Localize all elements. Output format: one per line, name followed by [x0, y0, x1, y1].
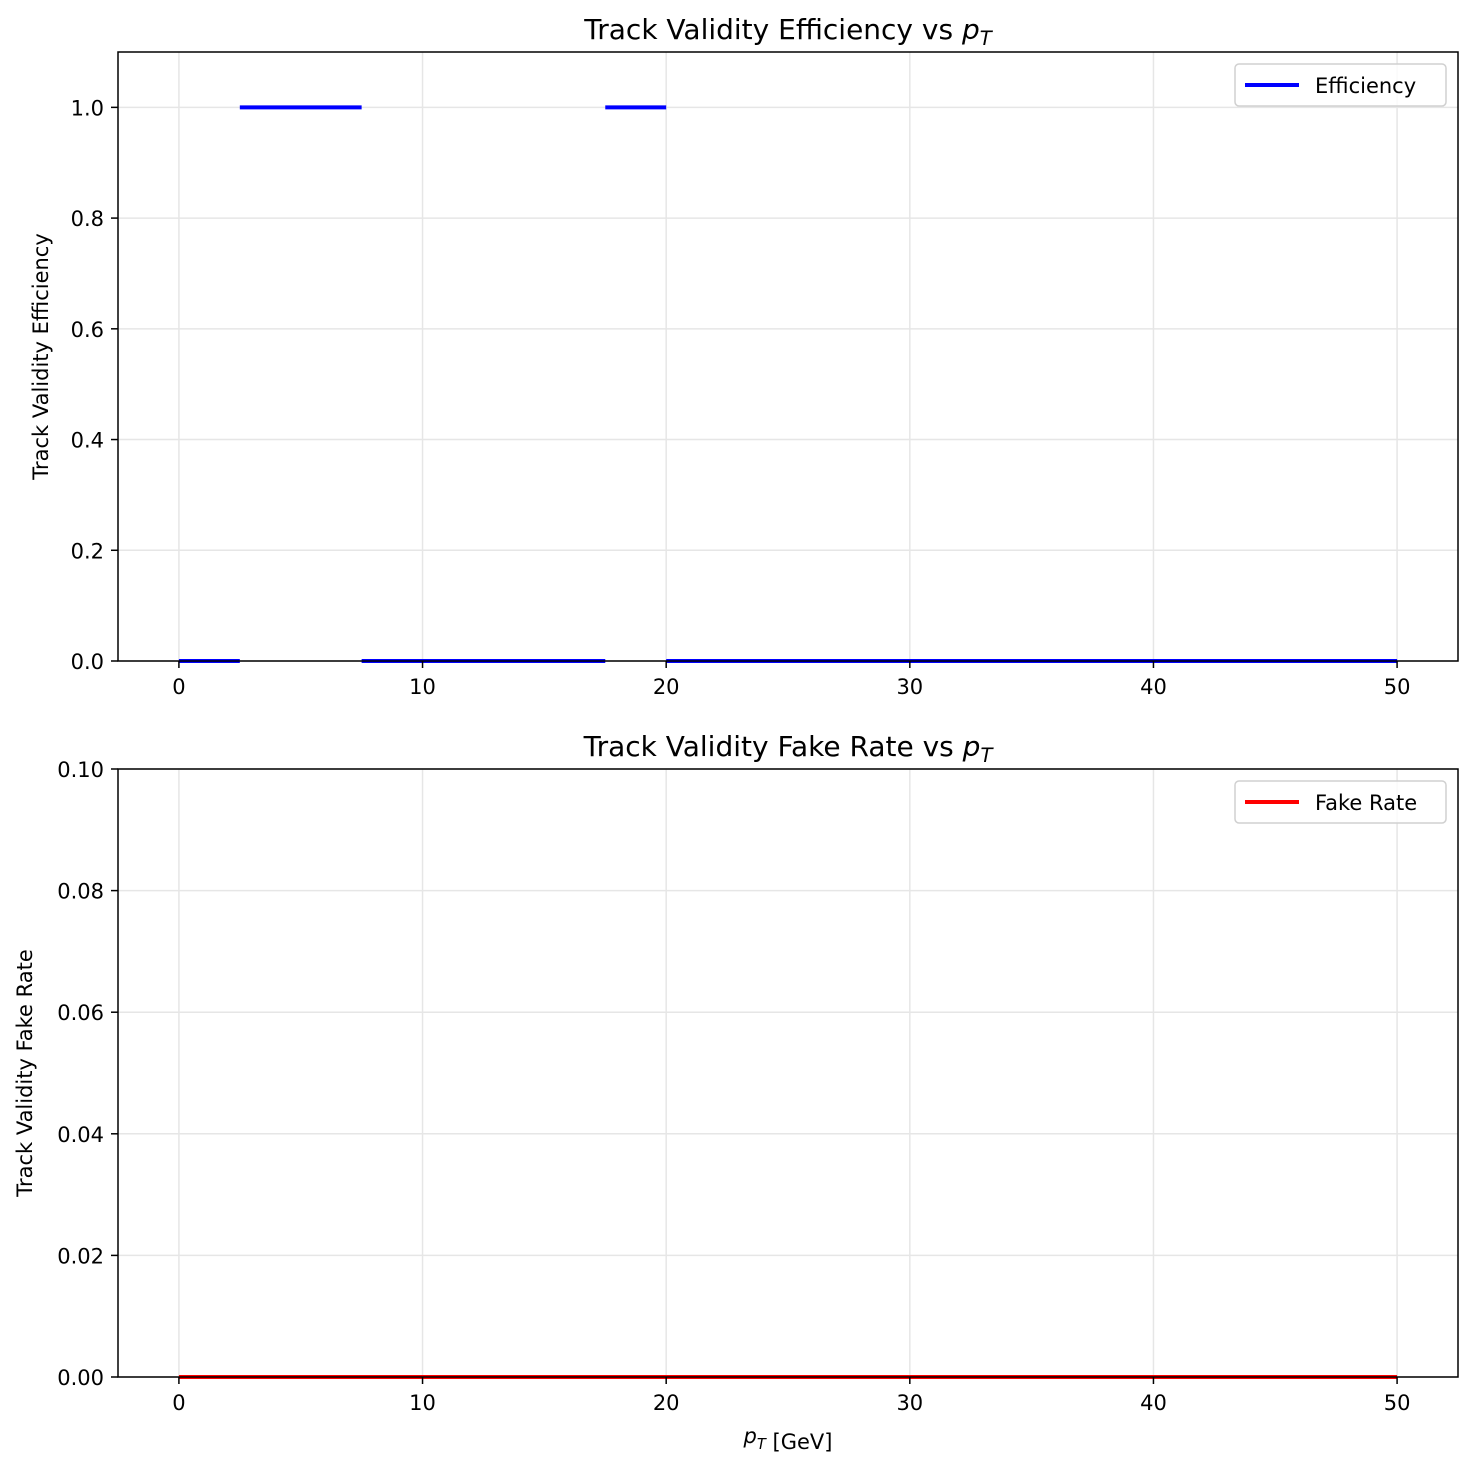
y-tick-label: 0.2: [71, 539, 104, 563]
x-tick-label: 0: [172, 675, 185, 699]
y-axis-label: Track Validity Efficiency: [29, 233, 53, 481]
y-tick-label: 0.6: [71, 318, 104, 342]
y-tick-label: 0.04: [57, 1123, 104, 1147]
legend-box: [1234, 63, 1447, 107]
chart-title-math-p: p: [962, 730, 981, 763]
chart-title: Track Validity Efficiency vs pT: [583, 13, 993, 50]
x-tick-label: 40: [1140, 675, 1167, 699]
x-tick-label: 20: [653, 1391, 680, 1415]
chart-title-math-sub: T: [980, 27, 994, 50]
y-tick-label: 0.02: [57, 1244, 104, 1268]
y-tick-label: 0.00: [57, 1366, 104, 1390]
y-tick-label: 0.4: [71, 429, 104, 453]
y-tick-label: 1.0: [71, 96, 104, 120]
x-axis-label-math-p: p: [743, 1424, 757, 1448]
y-axis-label: Track Validity Fake Rate: [13, 949, 37, 1198]
x-tick-label: 30: [896, 1391, 923, 1415]
x-tick-label: 10: [409, 675, 436, 699]
chart-title-text: Track Validity Efficiency vs: [583, 13, 962, 46]
chart-panel-2: 0 10 20 30 40 50 0.00 0.02 0.04 0.06 0.08 0.10 Track…: [13, 730, 1459, 1454]
x-tick-label: 50: [1384, 675, 1411, 699]
chart-panel-1: 0 10 20 30 40 50 0.0 0.2 0.4 0.6 0.8 1.0 Track Valid…: [29, 13, 1459, 699]
y-tick-label: 0.8: [71, 207, 104, 231]
legend-label: Fake Rate: [1315, 791, 1417, 815]
x-tick-label: 10: [409, 1391, 436, 1415]
legend-box: [1234, 780, 1447, 824]
chart-title-math-p: p: [961, 13, 980, 46]
y-tick-label: 0.10: [57, 758, 104, 782]
x-tick-label: 40: [1140, 1391, 1167, 1415]
chart-title-text: Track Validity Fake Rate vs: [583, 730, 963, 763]
y-tick-label: 0.08: [57, 880, 104, 904]
x-tick-label: 50: [1384, 1391, 1411, 1415]
x-axis-label-suffix: [GeV]: [766, 1430, 833, 1454]
legend-label: Efficiency: [1315, 74, 1416, 98]
x-axis-label-math-sub: T: [757, 1436, 767, 1453]
y-tick-label: 0.06: [57, 1001, 104, 1025]
x-axis-label: pT [GeV]: [743, 1424, 833, 1454]
axes-frame: [117, 51, 1459, 662]
axes-frame: [117, 768, 1459, 1378]
x-tick-label: 20: [653, 675, 680, 699]
chart-title-math-sub: T: [980, 744, 994, 767]
chart-title: Track Validity Fake Rate vs pT: [583, 730, 995, 767]
x-tick-label: 0: [172, 1391, 185, 1415]
x-tick-label: 30: [896, 675, 923, 699]
y-tick-label: 0.0: [71, 650, 104, 674]
